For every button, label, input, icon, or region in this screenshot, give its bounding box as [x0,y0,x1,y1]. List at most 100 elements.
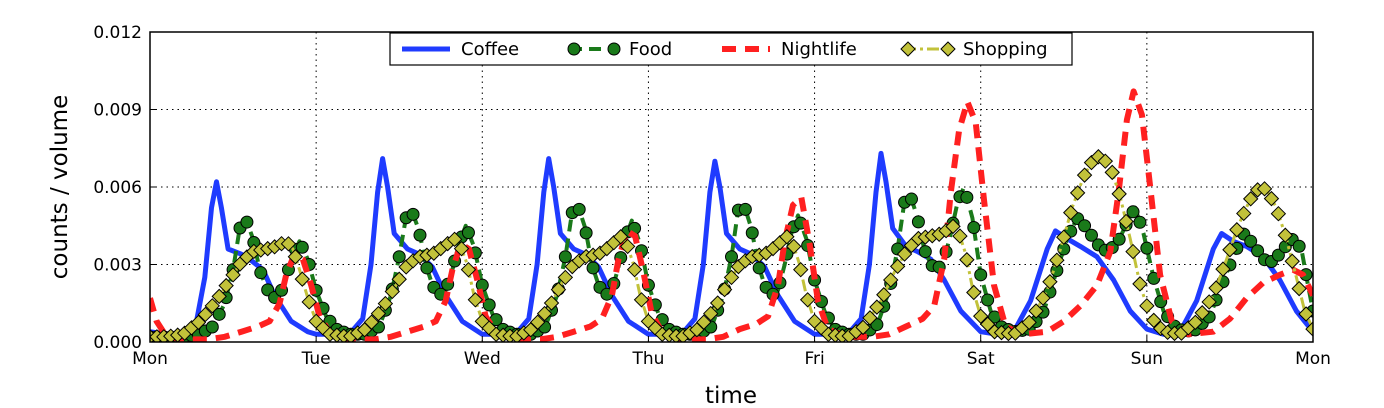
legend-marker-shopping [940,41,956,57]
data-point-shopping [799,292,816,308]
data-point-food [406,207,420,221]
data-point-food [745,226,759,240]
legend-entry-shopping: Shopping [900,39,1048,60]
data-point-food [974,268,988,282]
data-point-food [1084,228,1098,242]
data-point-food [205,320,219,334]
data-point-shopping [945,218,961,235]
data-point-shopping [793,261,809,278]
data-point-shopping [370,305,387,322]
ticks: Mon Tue Wed Thu Fri Sat Sun Mon0.0000.0030.0060… [93,23,1331,369]
data-point-food [981,293,995,307]
data-point-food [392,250,406,264]
data-point-shopping [613,229,629,245]
y-tick-label: 0.003 [93,256,142,276]
data-point-shopping [301,294,317,310]
data-point-shopping [1256,181,1273,197]
legend-marker-shopping [900,41,916,57]
x-tick-label: Mon [1295,349,1331,369]
data-point-food [1078,219,1092,233]
data-point-food [1292,239,1306,253]
x-tick-label: Thu [631,349,664,369]
x-tick-label: Sun [1131,349,1163,369]
data-point-shopping [1028,303,1044,319]
data-point-food [413,228,427,242]
data-point-shopping [536,305,553,322]
data-point-shopping [716,281,733,298]
data-point-shopping [869,299,885,315]
data-point-shopping [550,281,567,298]
data-point-shopping [1076,167,1093,183]
data-point-shopping [723,269,740,286]
data-point-food [752,261,766,275]
data-point-food [579,226,593,240]
legend-marker-food [567,42,581,56]
data-point-shopping [1056,229,1072,245]
data-point-food [295,240,309,254]
data-point-shopping [779,229,795,245]
data-point-shopping [973,308,989,324]
data-point-shopping [1132,276,1148,292]
data-point-shopping [876,287,892,303]
data-point-shopping [1305,321,1313,337]
data-point-food [1140,241,1154,255]
data-point-shopping [696,314,712,330]
series-shopping [150,149,1313,342]
data-point-food [461,226,475,240]
data-point-shopping [1118,213,1134,230]
data-point-food [482,298,496,312]
data-point-shopping [467,292,484,308]
data-point-shopping [1035,290,1051,306]
legend-entry-food: Food [567,39,672,60]
data-point-shopping [619,238,636,255]
data-point-food [254,266,268,280]
data-point-shopping [1021,314,1037,331]
data-point-shopping [280,236,297,252]
data-point-food [558,250,572,264]
legend: Coffee Food Nightlife Shopping [389,32,1073,66]
data-point-shopping [363,314,380,330]
data-point-shopping [1097,153,1114,169]
legend-entry-coffee: Coffee [402,39,519,60]
data-point-shopping [211,288,227,305]
data-point-food [1112,232,1126,246]
data-point-shopping [883,272,899,288]
data-point-food [904,192,918,206]
x-axis-label: time [705,383,757,408]
y-tick-label: 0.006 [93,178,142,198]
data-point-shopping [384,283,400,300]
legend-entry-nightlife: Nightlife [722,39,857,60]
data-point-shopping [633,292,650,308]
data-point-shopping [287,249,304,265]
data-point-food [1133,215,1147,229]
data-point-food [586,261,600,275]
legend-marker-food [607,42,621,56]
data-point-shopping [952,228,968,244]
data-point-shopping [1263,190,1280,207]
legend-label-coffee: Coffee [461,39,519,60]
data-point-food [420,261,434,275]
data-point-food [1244,234,1258,248]
data-point-shopping [294,271,311,287]
plot-background [150,32,1313,342]
data-point-shopping [1277,227,1294,243]
data-point-food [967,220,981,234]
data-point-shopping [889,258,906,275]
data-point-shopping [1139,298,1155,314]
data-point-food [1147,271,1161,285]
data-point-shopping [1298,306,1313,322]
data-point-shopping [786,238,802,255]
data-point-food [1251,244,1265,258]
data-point-shopping [1194,305,1210,321]
y-tick-label: 0.000 [93,333,142,353]
data-point-food [572,202,586,216]
data-point-shopping [391,271,407,287]
data-point-food [918,245,932,259]
data-point-shopping [557,269,574,286]
data-point-shopping [1229,222,1245,238]
data-point-shopping [1063,204,1079,221]
data-point-shopping [1236,205,1252,222]
data-point-shopping [1111,186,1127,202]
data-point-shopping [446,231,463,248]
data-point-shopping [453,240,470,257]
